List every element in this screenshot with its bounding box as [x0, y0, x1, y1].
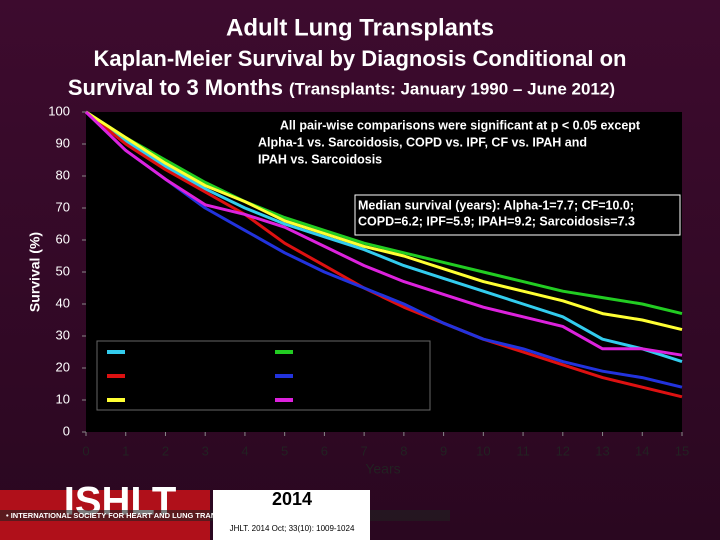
year: 2014 — [272, 489, 312, 509]
x-axis-label: Years — [365, 461, 400, 477]
y-tick-label: 20 — [56, 359, 70, 374]
series-line — [85, 110, 683, 316]
chart-title: Adult Lung Transplants — [226, 14, 494, 41]
x-tick-label: 14 — [635, 443, 649, 458]
annotation: COPD=6.2; IPF=5.9; IPAH=9.2; Sarcoidosis… — [358, 214, 635, 228]
y-axis-label: Survival (%) — [27, 232, 43, 312]
y-tick-label: 50 — [56, 263, 70, 278]
y-tick-label: 80 — [56, 167, 70, 182]
x-tick-label: 8 — [400, 443, 407, 458]
x-tick-label: 11 — [516, 443, 530, 458]
subtitle: (Transplants: January 1990 – June 2012) — [289, 79, 615, 98]
y-tick-label: 70 — [56, 199, 70, 214]
series-line — [84, 110, 683, 357]
subtitle: Survival to 3 Months — [68, 75, 283, 100]
x-tick-label: 15 — [675, 443, 689, 458]
y-tick-label: 100 — [48, 103, 70, 118]
subtitle: Kaplan-Meier Survival by Diagnosis Condi… — [94, 46, 627, 71]
y-tick-label: 0 — [63, 423, 70, 438]
x-tick-label: 12 — [556, 443, 570, 458]
annotation: Median survival (years): Alpha-1=7.7; CF… — [358, 198, 634, 212]
x-tick-label: 6 — [321, 443, 328, 458]
x-tick-label: 2 — [162, 443, 169, 458]
annotation-box — [354, 194, 681, 236]
x-tick-label: 4 — [241, 443, 248, 458]
legend — [96, 340, 431, 411]
y-tick-label: 60 — [56, 231, 70, 246]
x-tick-label: 0 — [82, 443, 89, 458]
x-tick-label: 5 — [281, 443, 288, 458]
citation: JHLT. 2014 Oct; 33(10): 1009-1024 — [230, 524, 355, 533]
x-tick-label: 3 — [202, 443, 209, 458]
x-tick-label: 9 — [440, 443, 447, 458]
annotation: IPAH vs. Sarcoidosis — [258, 152, 382, 166]
series-line — [85, 110, 683, 364]
y-tick-label: 40 — [56, 295, 70, 310]
y-tick-label: 90 — [56, 135, 70, 150]
society: • INTERNATIONAL SOCIETY FOR HEART AND LU… — [6, 511, 268, 520]
series-line — [85, 110, 683, 332]
annotation: All pair-wise comparisons were significa… — [280, 118, 641, 132]
x-tick-label: 10 — [476, 443, 490, 458]
x-tick-label: 7 — [361, 443, 368, 458]
citation-box — [213, 490, 370, 540]
annotation: Alpha-1 vs. Sarcoidosis, COPD vs. IPF, C… — [258, 135, 587, 149]
y-tick-label: 30 — [56, 327, 70, 342]
x-tick-label: 1 — [122, 443, 129, 458]
x-tick-label: 13 — [595, 443, 609, 458]
y-tick-label: 10 — [56, 391, 70, 406]
